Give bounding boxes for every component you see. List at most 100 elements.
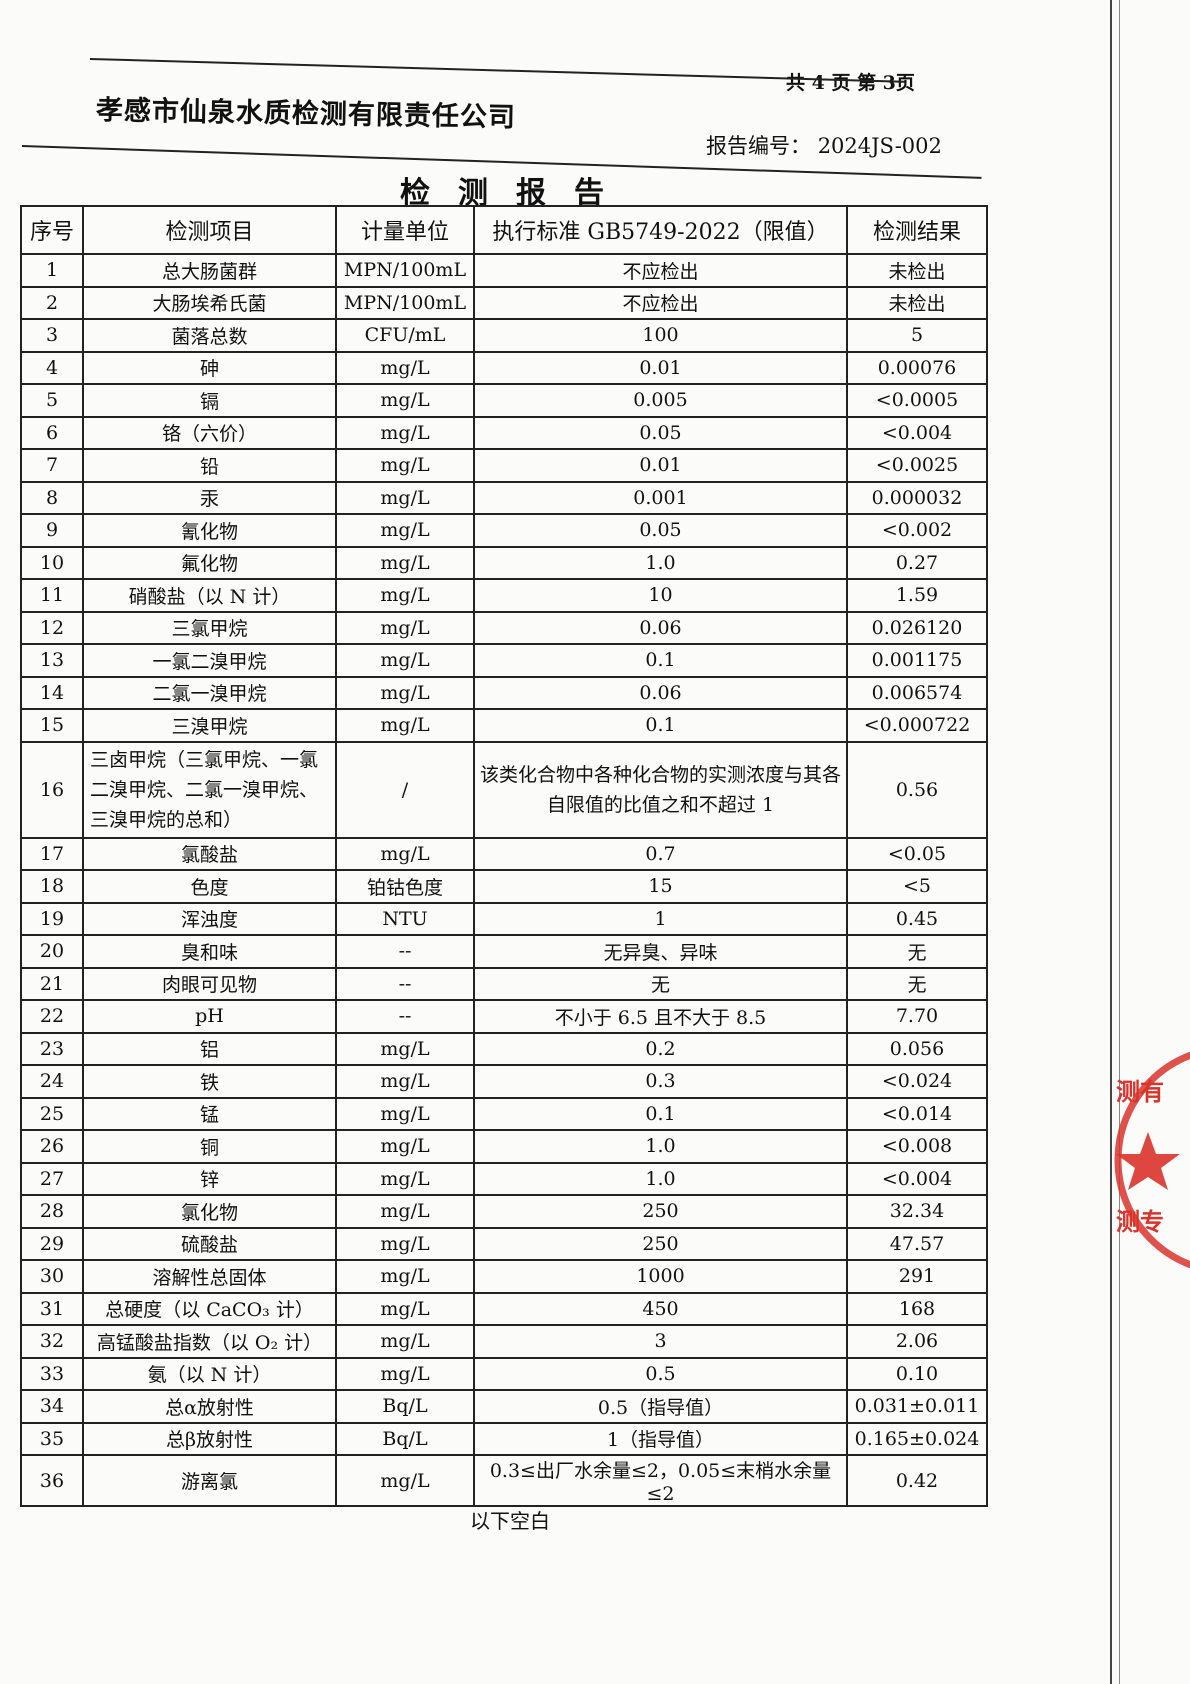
cell-index: 34 (20, 1389, 84, 1424)
cell-unit: mg/L (335, 675, 475, 710)
cell-unit: mg/L (335, 1226, 475, 1261)
cell-result: <0.0025 (846, 448, 988, 483)
cell-standard: 不小于 6.5 且不大于 8.5 (473, 999, 848, 1034)
cell-item: 锰 (82, 1096, 337, 1131)
cell-standard: 1.0 (473, 1129, 848, 1164)
table-row: 22 pH -- 不小于 6.5 且不大于 8.5 7.70 (20, 999, 988, 1034)
cell-unit: mg/L (335, 1324, 475, 1359)
cell-index: 21 (20, 966, 84, 1001)
cell-result: <0.008 (846, 1129, 988, 1164)
table-row: 14 二氯一溴甲烷 mg/L 0.06 0.006574 (20, 675, 988, 710)
cell-item: 氯酸盐 (82, 836, 337, 871)
cell-index: 4 (20, 350, 84, 385)
cell-standard: 100 (473, 318, 848, 353)
cell-index: 13 (20, 643, 84, 678)
report-number-label: 报告编号： (706, 134, 811, 158)
cell-unit: mg/L (335, 708, 475, 743)
cell-unit: mg/L (335, 1194, 475, 1229)
cell-unit: mg/L (335, 1356, 475, 1391)
cell-item: 溶解性总固体 (82, 1259, 337, 1294)
cell-standard: 450 (473, 1291, 848, 1326)
cell-index: 10 (20, 545, 84, 580)
company-name: 孝感市仙泉水质检测有限责任公司 (95, 95, 517, 134)
col-unit: 计量单位 (335, 205, 475, 255)
table-row: 30 溶解性总固体 mg/L 1000 291 (20, 1259, 988, 1294)
cell-standard: 0.3 (473, 1064, 848, 1099)
cell-unit: mg/L (335, 610, 475, 645)
page-edge (1110, 0, 1112, 1684)
cell-standard: 1（指导值） (473, 1421, 848, 1456)
cell-item: 铁 (82, 1064, 337, 1099)
cell-unit: mg/L (335, 545, 475, 580)
cell-result: 0.001175 (846, 643, 988, 678)
cell-unit: mg/L (335, 1031, 475, 1066)
cell-standard: 0.5（指导值） (473, 1389, 848, 1424)
report-number-value: 2024JS-002 (817, 134, 942, 158)
cell-unit: mg/L (335, 513, 475, 548)
cell-index: 30 (20, 1259, 84, 1294)
cell-index: 26 (20, 1129, 84, 1164)
cell-standard: 1000 (473, 1259, 848, 1294)
report-number: 报告编号： 2024JS-002 (706, 130, 942, 160)
cell-index: 9 (20, 513, 84, 548)
cell-standard: 250 (473, 1226, 848, 1261)
cell-index: 29 (20, 1226, 84, 1261)
cell-result: 7.70 (846, 999, 988, 1034)
cell-index: 28 (20, 1194, 84, 1229)
cell-unit: NTU (335, 901, 475, 936)
cell-result: 0.165±0.024 (846, 1421, 988, 1456)
cell-index: 7 (20, 448, 84, 483)
cell-item: 浑浊度 (82, 901, 337, 936)
table-row: 28 氯化物 mg/L 250 32.34 (20, 1194, 988, 1229)
cell-item: 砷 (82, 350, 337, 385)
results-table: 序号 检测项目 计量单位 执行标准 GB5749-2022（限值） 检测结果 1… (20, 205, 988, 1507)
col-index: 序号 (20, 205, 84, 255)
cell-unit: MPN/100mL (335, 285, 475, 320)
cell-result: 0.056 (846, 1031, 988, 1066)
cell-index: 33 (20, 1356, 84, 1391)
cell-result: 0.006574 (846, 675, 988, 710)
table-row: 23 铝 mg/L 0.2 0.056 (20, 1031, 988, 1066)
cell-standard: 无 (473, 966, 848, 1001)
cell-result: 无 (846, 934, 988, 969)
cell-result: <0.002 (846, 513, 988, 548)
cell-index: 25 (20, 1096, 84, 1131)
cell-unit: -- (335, 999, 475, 1034)
cell-unit: -- (335, 934, 475, 969)
cell-item: 总β放射性 (82, 1421, 337, 1456)
cell-result: <0.004 (846, 415, 988, 450)
cell-standard: 0.001 (473, 480, 848, 515)
cell-index: 16 (20, 740, 84, 839)
svg-text:测有: 测有 (1116, 1078, 1164, 1106)
cell-index: 19 (20, 901, 84, 936)
cell-item: 氯化物 (82, 1194, 337, 1229)
cell-unit: mg/L (335, 480, 475, 515)
cell-standard: 无异臭、异味 (473, 934, 848, 969)
table-row: 6 铬（六价） mg/L 0.05 <0.004 (20, 415, 988, 450)
cell-index: 24 (20, 1064, 84, 1099)
cell-item: 氨（以 N 计） (82, 1356, 337, 1391)
cell-unit: mg/L (335, 1096, 475, 1131)
cell-index: 35 (20, 1421, 84, 1456)
cell-index: 17 (20, 836, 84, 871)
table-row: 33 氨（以 N 计） mg/L 0.5 0.10 (20, 1356, 988, 1391)
cell-result: 32.34 (846, 1194, 988, 1229)
cell-standard: 1 (473, 901, 848, 936)
cell-result: 2.06 (846, 1324, 988, 1359)
cell-unit: mg/L (335, 836, 475, 871)
cell-result: 291 (846, 1259, 988, 1294)
table-row: 8 汞 mg/L 0.001 0.000032 (20, 480, 988, 515)
table-row: 4 砷 mg/L 0.01 0.00076 (20, 350, 988, 385)
cell-standard: 0.2 (473, 1031, 848, 1066)
cell-result: <5 (846, 869, 988, 904)
cell-item: 三卤甲烷（三氯甲烷、一氯二溴甲烷、二氯一溴甲烷、三溴甲烷的总和） (82, 740, 337, 839)
cell-item: 铜 (82, 1129, 337, 1164)
cell-index: 3 (20, 318, 84, 353)
cell-index: 20 (20, 934, 84, 969)
cell-index: 6 (20, 415, 84, 450)
table-row: 24 铁 mg/L 0.3 <0.024 (20, 1064, 988, 1099)
cell-result: 未检出 (846, 285, 988, 320)
cell-result: 0.45 (846, 901, 988, 936)
cell-index: 36 (20, 1454, 84, 1507)
